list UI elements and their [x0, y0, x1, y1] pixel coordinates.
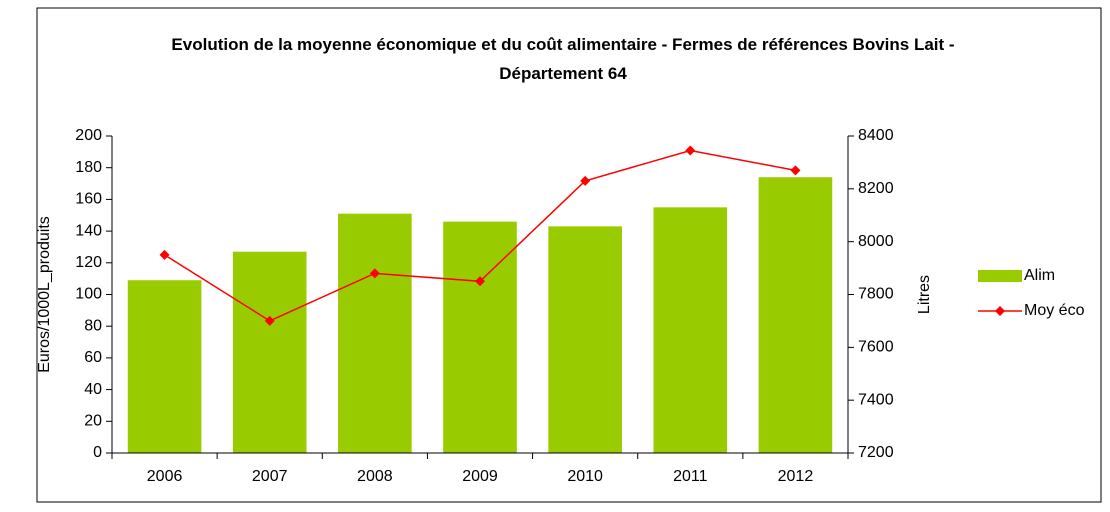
chart-title: Evolution de la moyenne économique et du…: [171, 35, 955, 83]
legend-label: Alim: [1024, 267, 1055, 284]
y-axis-label: Euros/1000L_produits: [36, 216, 53, 373]
x-tick-label: 2011: [673, 468, 708, 485]
line-marker: [159, 249, 170, 260]
y2-tick-label: 8200: [858, 180, 894, 197]
line-marker: [369, 268, 380, 279]
x-tick-label: 2008: [357, 468, 393, 485]
bar: [548, 226, 622, 453]
y2-tick-label: 8400: [858, 127, 894, 144]
legend-label: Moy éco: [1024, 302, 1085, 319]
y-tick-label: 160: [75, 191, 102, 208]
x-tick-label: 2006: [147, 468, 183, 485]
bar: [653, 207, 728, 453]
line-marker: [790, 165, 801, 176]
y2-tick-label: 8000: [858, 233, 894, 250]
x-tick-label: 2010: [567, 468, 603, 485]
y-tick-label: 100: [75, 286, 102, 303]
legend-marker: [995, 306, 1005, 316]
y2-tick-label: 7400: [858, 391, 894, 408]
line-marker: [264, 315, 275, 326]
y-tick-label: 200: [75, 127, 102, 144]
x-tick-label: 2009: [462, 468, 498, 485]
y-tick-label: 120: [75, 254, 102, 271]
y-tick-label: 80: [84, 317, 102, 334]
bar: [127, 280, 202, 453]
x-tick-label: 2012: [778, 468, 814, 485]
y2-axis-label: Litres: [916, 275, 933, 314]
y-tick-label: 140: [75, 222, 102, 239]
y2-tick-label: 7800: [858, 286, 894, 303]
y-tick-label: 0: [93, 444, 102, 461]
bar: [443, 221, 517, 453]
line-marker: [685, 145, 696, 156]
line-marker: [475, 276, 485, 287]
y-tick-label: 60: [84, 349, 102, 366]
x-tick-label: 2007: [252, 468, 288, 485]
y-tick-label: 20: [84, 413, 102, 430]
bar: [232, 251, 307, 453]
legend-swatch: [978, 270, 1022, 282]
y2-tick-label: 7600: [858, 339, 894, 356]
y2-tick-label: 7200: [858, 444, 894, 461]
line-marker: [580, 175, 591, 186]
bar: [338, 213, 412, 453]
y-tick-label: 180: [75, 159, 102, 176]
y-tick-label: 40: [84, 381, 102, 398]
bar: [758, 177, 833, 453]
